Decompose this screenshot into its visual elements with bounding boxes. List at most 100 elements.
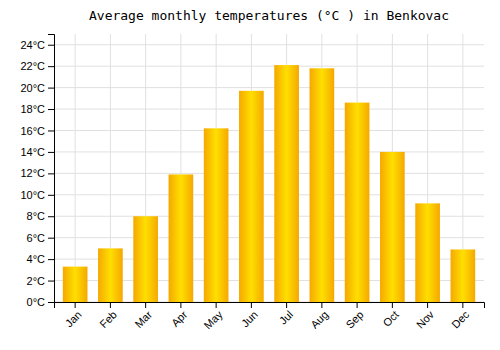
x-tick: Sep	[343, 302, 365, 331]
y-tick: 22°C	[20, 60, 54, 72]
x-tick-mark	[180, 302, 181, 308]
x-tick-label: May	[202, 308, 226, 332]
grid-line-y	[54, 130, 484, 131]
x-tick: Feb	[97, 302, 119, 330]
grid-line-y	[54, 66, 484, 67]
x-tick-label: Mar	[132, 308, 154, 330]
y-tick-label: 4°C	[27, 253, 46, 265]
x-tick-label: Aug	[308, 308, 330, 330]
y-tick-mark	[48, 281, 54, 282]
y-tick-label: 16°C	[20, 125, 45, 137]
y-tick-label: 6°C	[27, 232, 46, 244]
x-tick-label: Jul	[277, 308, 295, 326]
bar	[310, 68, 335, 302]
grid-line-y	[54, 87, 484, 88]
x-tick-mark	[145, 302, 146, 308]
bar	[169, 174, 194, 302]
y-tick-mark	[48, 302, 54, 303]
grid-line-y	[54, 109, 484, 110]
y-tick-label: 0°C	[27, 296, 46, 308]
x-tick-mark	[110, 302, 111, 308]
x-tick-mark	[286, 302, 287, 308]
y-tick: 2°C	[27, 275, 54, 287]
y-tick-mark	[48, 173, 54, 174]
y-tick: 14°C	[20, 146, 54, 158]
x-tick-label: Jan	[63, 308, 84, 329]
grid	[54, 34, 484, 302]
y-tick-mark	[48, 66, 54, 67]
y-tick-label: 8°C	[27, 210, 46, 222]
x-tick: Aug	[308, 302, 330, 331]
y-tick-mark	[48, 130, 54, 131]
y-tick-label: 14°C	[20, 146, 45, 158]
x-tick: Dec	[449, 302, 472, 331]
x-tick-label: Nov	[414, 308, 437, 331]
y-tick-mark	[48, 238, 54, 239]
grid-line-y	[54, 173, 484, 174]
x-tick: Oct	[380, 302, 401, 329]
y-tick: 10°C	[20, 189, 54, 201]
y-tick-mark	[48, 45, 54, 46]
bars	[63, 65, 475, 302]
y-tick: 12°C	[20, 167, 54, 179]
x-axis: Jan Feb Mar Apr May Jun Jul Aug Sep Oct Nov Dec	[55, 302, 485, 331]
bar	[133, 216, 158, 302]
x-tick: May	[202, 302, 226, 331]
y-tick-mark	[48, 216, 54, 217]
x-tick-mark	[392, 302, 393, 308]
y-tick-mark	[48, 195, 54, 196]
x-tick-mark	[321, 302, 322, 308]
x-tick-mark	[462, 302, 463, 308]
x-tick-mark	[75, 302, 76, 308]
y-tick: 8°C	[27, 210, 54, 222]
x-tick-label: Sep	[343, 308, 365, 330]
x-tick-mark	[251, 302, 252, 308]
bar	[415, 203, 440, 302]
x-tick-mark	[427, 302, 428, 308]
grid-line-y	[54, 194, 484, 195]
bar	[345, 103, 370, 302]
x-tick-mark	[357, 302, 358, 308]
x-tick: Jul	[277, 302, 295, 327]
y-tick: 0°C	[27, 296, 54, 308]
x-tick-label: Oct	[380, 308, 401, 329]
bar	[239, 91, 264, 302]
x-tick: Nov	[414, 302, 437, 331]
x-tick: Jun	[239, 302, 260, 329]
chart: Jan Feb Mar Apr May Jun Jul Aug Sep Oct Nov Dec 0°C 2…	[0, 0, 500, 350]
y-tick-mark	[48, 88, 54, 89]
bar	[451, 249, 476, 302]
plot: Jan Feb Mar Apr May Jun Jul Aug Sep Oct Nov Dec 0°C 2…	[20, 34, 484, 331]
grid-line-y	[54, 151, 484, 152]
y-tick-label: 20°C	[20, 82, 45, 94]
bar	[274, 65, 299, 302]
y-tick-label: 12°C	[20, 167, 45, 179]
x-tick: Jan	[63, 302, 84, 329]
y-tick: 4°C	[27, 253, 54, 265]
y-tick-label: 24°C	[20, 39, 45, 51]
y-tick: 24°C	[20, 39, 54, 51]
bar	[63, 267, 88, 302]
y-tick: 18°C	[20, 103, 54, 115]
x-tick-label: Feb	[97, 308, 119, 330]
x-tick-label: Apr	[169, 308, 190, 329]
grid-line-y	[54, 44, 484, 45]
x-tick-mark	[216, 302, 217, 308]
y-tick-label: 2°C	[27, 275, 46, 287]
y-axis-line	[48, 35, 55, 303]
title: Average monthly temperatures (°C ) in Be…	[89, 8, 449, 23]
y-tick-label: 22°C	[20, 60, 45, 72]
bar	[98, 248, 123, 302]
y-tick: 20°C	[20, 82, 54, 94]
bar	[380, 152, 405, 302]
x-tick: Apr	[169, 302, 190, 329]
y-tick-label: 10°C	[20, 189, 45, 201]
y-tick: 6°C	[27, 232, 54, 244]
y-axis: 0°C 2°C 4°C 6°C 8°C 10°C 12°C 14°C 16°C 18°C 20°C 2…	[20, 35, 54, 309]
y-tick-mark	[48, 259, 54, 260]
x-axis-line	[55, 303, 485, 309]
y-tick-mark	[48, 109, 54, 110]
x-tick-label: Jun	[239, 308, 260, 329]
bar	[204, 128, 229, 302]
x-tick: Mar	[132, 302, 154, 330]
